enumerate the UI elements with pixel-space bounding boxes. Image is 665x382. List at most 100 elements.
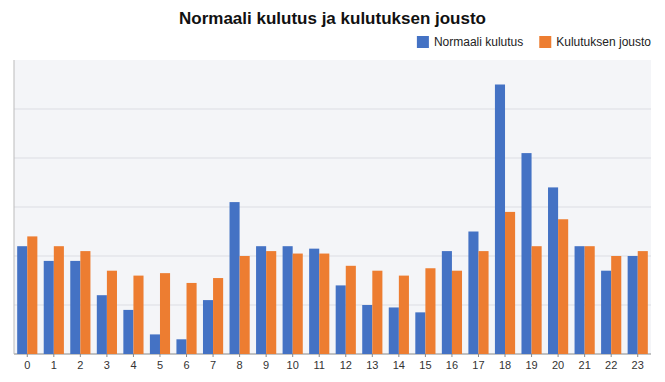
x-tick-label: 23 — [632, 359, 644, 371]
x-tick — [319, 354, 320, 357]
x-tick-label: 10 — [287, 359, 299, 371]
x-tick-label: 22 — [605, 359, 617, 371]
bar — [548, 187, 558, 354]
bar — [107, 271, 117, 354]
y-axis-line — [14, 60, 15, 354]
grid-line — [14, 158, 651, 159]
bar — [213, 278, 223, 354]
bar — [478, 251, 488, 354]
bar — [468, 232, 478, 355]
bar — [133, 276, 143, 354]
bar — [532, 246, 542, 354]
x-tick-label: 4 — [130, 359, 136, 371]
x-tick-label: 12 — [340, 359, 352, 371]
bar — [372, 271, 382, 354]
grid-line — [14, 109, 651, 110]
plot-area — [14, 60, 651, 354]
x-tick-label: 8 — [237, 359, 243, 371]
bars — [17, 85, 648, 355]
bar — [575, 246, 585, 354]
legend-swatch — [539, 36, 551, 48]
bar — [415, 312, 425, 354]
bar — [521, 153, 531, 354]
bar — [638, 251, 648, 354]
chart: 01234567891011121314151617181920212223No… — [0, 0, 665, 382]
bar — [70, 261, 80, 354]
x-tick — [478, 354, 479, 357]
bar — [266, 251, 276, 354]
x-tick — [398, 354, 399, 357]
bar — [558, 219, 568, 354]
bar — [628, 256, 638, 354]
x-tick — [637, 354, 638, 357]
bar — [187, 283, 197, 354]
x-tick — [133, 354, 134, 357]
legend-label: Normaali kulutus — [434, 35, 523, 49]
bar — [150, 334, 160, 354]
bar — [97, 295, 107, 354]
bar — [17, 246, 27, 354]
bar — [283, 246, 293, 354]
legend-item: Normaali kulutus — [417, 35, 523, 49]
x-tick — [531, 354, 532, 357]
x-tick-label: 17 — [472, 359, 484, 371]
x-tick-label: 15 — [419, 359, 431, 371]
bar — [240, 256, 250, 354]
bar — [346, 266, 356, 354]
bar — [293, 254, 303, 354]
x-tick — [292, 354, 293, 357]
x-tick — [558, 354, 559, 357]
bar — [160, 273, 170, 354]
bar — [27, 236, 37, 354]
x-tick — [239, 354, 240, 357]
x-tick-label: 7 — [210, 359, 216, 371]
bar — [256, 246, 266, 354]
bar — [319, 254, 329, 354]
x-tick-label: 6 — [183, 359, 189, 371]
bar — [44, 261, 54, 354]
x-tick-label: 3 — [104, 359, 110, 371]
x-tick-label: 2 — [77, 359, 83, 371]
x-tick — [505, 354, 506, 357]
x-tick — [372, 354, 373, 357]
x-tick — [27, 354, 28, 357]
x-tick-label: 0 — [24, 359, 30, 371]
x-tick-label: 21 — [579, 359, 591, 371]
bar — [123, 310, 133, 354]
x-tick-label: 13 — [366, 359, 378, 371]
x-tick — [451, 354, 452, 357]
x-tick-label: 16 — [446, 359, 458, 371]
bar — [203, 300, 213, 354]
x-tick-label: 5 — [157, 359, 163, 371]
x-tick — [611, 354, 612, 357]
x-tick — [53, 354, 54, 357]
legend-label: Kulutuksen jousto — [556, 35, 651, 49]
x-tick-label: 9 — [263, 359, 269, 371]
legend-swatch — [417, 36, 429, 48]
x-tick — [106, 354, 107, 357]
x-tick-label: 18 — [499, 359, 511, 371]
x-tick — [213, 354, 214, 357]
legend-item: Kulutuksen jousto — [539, 35, 651, 49]
bar — [601, 271, 611, 354]
x-tick-label: 11 — [314, 359, 325, 371]
x-tick — [584, 354, 585, 357]
x-tick-label: 19 — [525, 359, 537, 371]
x-tick-label: 1 — [51, 359, 57, 371]
bar — [505, 212, 515, 354]
title: Normaali kulutus ja kulutuksen jousto — [179, 9, 486, 28]
x-tick — [425, 354, 426, 357]
x-tick — [345, 354, 346, 357]
bar — [399, 276, 409, 354]
bar — [336, 285, 346, 354]
bar — [80, 251, 90, 354]
x-tick-label: 14 — [393, 359, 405, 371]
x-tick — [186, 354, 187, 357]
x-tick — [266, 354, 267, 357]
bar — [230, 202, 240, 354]
bar — [442, 251, 452, 354]
bar — [452, 271, 462, 354]
bar — [176, 339, 186, 354]
bar — [54, 246, 64, 354]
bar — [611, 256, 621, 354]
